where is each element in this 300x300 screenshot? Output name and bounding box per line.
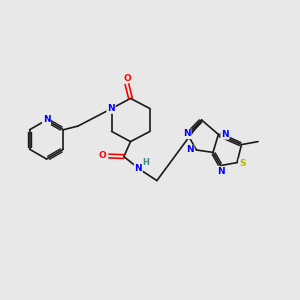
Text: H: H [143, 158, 149, 167]
Text: O: O [123, 74, 131, 82]
Text: O: O [98, 152, 106, 160]
Text: N: N [183, 129, 191, 138]
Text: N: N [107, 104, 115, 113]
Text: S: S [239, 159, 246, 168]
Text: N: N [221, 130, 229, 139]
Text: N: N [186, 146, 194, 154]
Text: N: N [134, 164, 142, 173]
Text: N: N [217, 167, 225, 176]
Text: N: N [43, 116, 50, 124]
